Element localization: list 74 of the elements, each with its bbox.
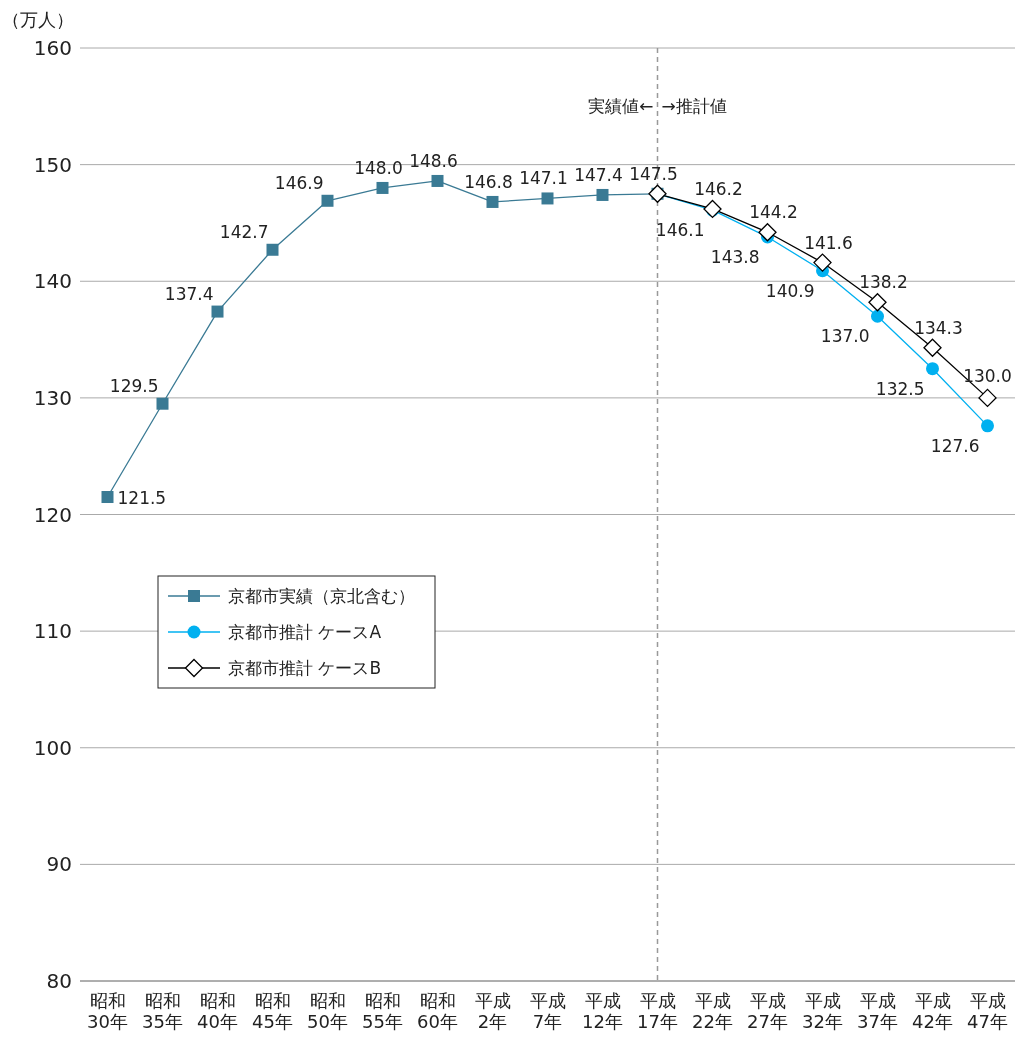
x-tick-label: 昭和 35年 [142, 990, 183, 1032]
point [813, 253, 832, 272]
point [596, 188, 609, 201]
annotation: 実績値← [588, 96, 654, 116]
x-tick-label: 昭和 50年 [307, 990, 348, 1032]
data-label: 144.2 [749, 202, 798, 223]
legend-label: 京都市推計 ケースB [228, 658, 382, 678]
data-label: 137.4 [164, 283, 214, 304]
data-label: 147.5 [629, 163, 678, 184]
x-tick-label: 平成 22年 [692, 990, 733, 1032]
point [758, 223, 777, 242]
point [926, 362, 939, 376]
point [868, 293, 887, 312]
data-label: 137.0 [820, 326, 870, 347]
data-label: 121.5 [117, 488, 167, 509]
data-label: 148.6 [409, 150, 458, 171]
point [376, 181, 389, 194]
data-label: 148.0 [354, 157, 403, 178]
x-tick-label: 昭和 30年 [87, 990, 128, 1032]
y-tick-label: 110 [33, 619, 72, 644]
point [541, 192, 554, 205]
data-label: 138.2 [859, 272, 908, 293]
x-tick-label: 平成 27年 [747, 990, 788, 1032]
x-tick-label: 平成 17年 [637, 990, 678, 1032]
legend-label: 京都市推計 ケースA [228, 622, 382, 642]
data-label: 134.3 [914, 317, 963, 338]
data-label: 129.5 [109, 375, 159, 396]
point [101, 491, 114, 504]
point [211, 305, 224, 318]
data-label: 147.1 [519, 168, 568, 189]
point [156, 397, 169, 410]
point [266, 243, 279, 256]
legend-label: 京都市実績（京北含む） [228, 586, 415, 606]
y-tick-label: 130 [33, 385, 72, 410]
data-label: 147.4 [574, 164, 623, 185]
x-tick-label: 昭和 55年 [362, 990, 403, 1032]
data-label: 142.7 [219, 221, 269, 242]
x-tick-label: 平成 32年 [802, 990, 843, 1032]
data-label: 127.6 [930, 435, 980, 456]
point [703, 199, 722, 219]
y-tick-label: 140 [33, 269, 72, 294]
point [871, 309, 884, 323]
data-label: 146.8 [464, 171, 513, 192]
x-tick-label: 平成 7年 [529, 990, 566, 1032]
point [486, 195, 499, 208]
data-label: 146.9 [274, 172, 324, 193]
y-tick-label: 80 [46, 969, 72, 993]
point [431, 174, 444, 187]
x-tick-label: 昭和 60年 [417, 990, 458, 1032]
y-tick-label: 100 [33, 735, 72, 760]
y-tick-label: 120 [33, 502, 72, 527]
y-tick-label: 160 [33, 36, 72, 60]
point [978, 388, 997, 408]
data-label: 143.8 [710, 246, 760, 267]
y-axis-title: （万人） [2, 9, 74, 30]
x-tick-label: 平成 12年 [582, 990, 623, 1032]
point [321, 194, 334, 207]
point [981, 419, 994, 433]
data-label: 146.1 [655, 220, 705, 241]
data-label: 141.6 [804, 232, 853, 253]
x-tick-label: 平成 42年 [912, 990, 953, 1032]
data-label: 146.2 [694, 178, 743, 199]
x-tick-label: 昭和 45年 [252, 990, 293, 1032]
data-label: 140.9 [765, 280, 815, 301]
x-tick-label: 平成 2年 [474, 990, 511, 1032]
data-label: 130.0 [963, 365, 1012, 386]
y-tick-label: 150 [33, 152, 72, 177]
point [923, 338, 942, 357]
y-tick-label: 90 [46, 852, 72, 877]
x-tick-label: 平成 37年 [857, 990, 898, 1032]
x-tick-label: 平成 47年 [967, 990, 1008, 1032]
annotation: →推計値 [661, 96, 727, 116]
data-label: 132.5 [875, 378, 925, 399]
x-tick-label: 昭和 40年 [197, 990, 238, 1032]
